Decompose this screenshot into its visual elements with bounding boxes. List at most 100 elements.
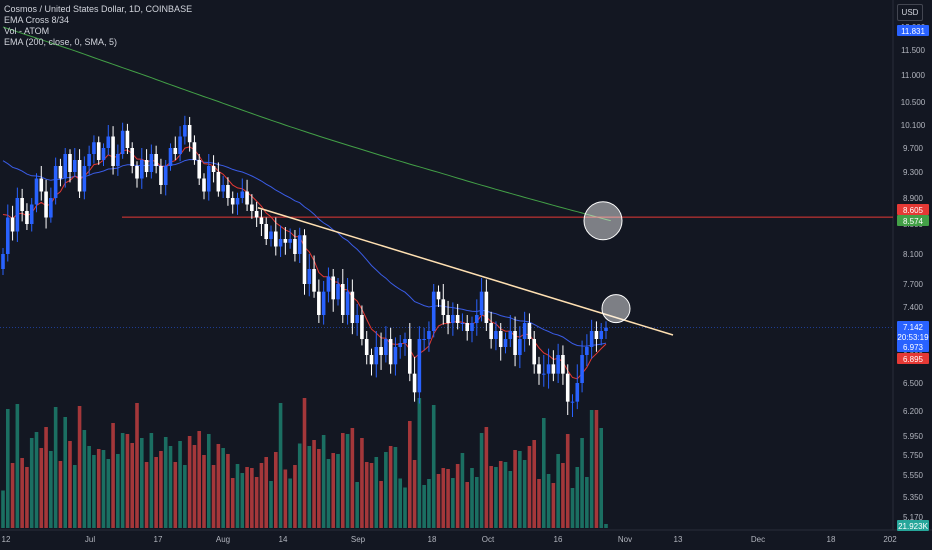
volume-bar — [77, 406, 82, 528]
volume-bar — [130, 443, 135, 528]
price-tick-label: 6.500 — [903, 379, 924, 388]
indicator-ema-200[interactable]: EMA (200, close, 0, SMA, 5) — [4, 37, 118, 47]
candle-body — [441, 299, 446, 315]
symbol-title[interactable]: Cosmos / United States Dollar, 1D, COINB… — [4, 4, 193, 14]
candle-body — [340, 284, 345, 315]
price-tick-label: 7.700 — [903, 280, 924, 289]
volume-bar — [384, 452, 388, 528]
candle-body — [211, 166, 216, 172]
candle-body — [379, 347, 383, 355]
candle-body — [240, 191, 245, 198]
candle-body — [465, 323, 470, 331]
volume-bar — [259, 463, 264, 528]
volume-bar — [269, 481, 273, 528]
volume-bar — [293, 465, 297, 528]
candle-body — [173, 148, 178, 154]
volume-bar — [58, 461, 63, 528]
time-tick-label: 18 — [428, 535, 437, 544]
candle-body — [350, 291, 355, 323]
chart-legend: Cosmos / United States Dollar, 1D, COINB… — [4, 4, 192, 48]
volume-bar — [532, 440, 537, 528]
volume-bar — [350, 428, 355, 528]
candle-body — [283, 239, 288, 243]
candle-body — [575, 383, 580, 402]
time-tick-label: Dec — [751, 535, 765, 544]
volume-bar — [221, 448, 225, 528]
candle-body — [159, 166, 163, 185]
volume-bar — [68, 441, 72, 528]
volume-bar — [498, 461, 503, 528]
price-tick-label: 5.950 — [903, 432, 924, 441]
candle-body — [230, 198, 235, 205]
volume-bar — [283, 469, 288, 528]
volume-bar — [278, 403, 283, 528]
volume-bar — [116, 454, 120, 528]
candle-body — [518, 339, 522, 355]
time-tick-label: 202 — [883, 535, 897, 544]
candle-body — [565, 373, 570, 402]
volume-bar — [422, 485, 426, 528]
candle-body — [293, 239, 297, 254]
volume-bar — [154, 457, 158, 528]
price-tick-label: 7.400 — [903, 303, 924, 312]
volume-bar — [49, 451, 53, 528]
candle-body — [29, 204, 34, 224]
candle-body — [470, 323, 474, 331]
volume-bar — [1, 490, 5, 528]
candle-body — [68, 154, 72, 172]
volume-bar — [518, 451, 522, 528]
volume-bar — [25, 467, 29, 528]
volume-bar — [527, 446, 532, 528]
indicator-volume[interactable]: Vol - ATOM — [4, 26, 50, 36]
volume-bar — [369, 463, 374, 528]
candle-body — [326, 276, 331, 292]
candle-body — [245, 191, 249, 205]
volume-bar — [178, 441, 182, 528]
candle-body — [178, 136, 182, 154]
candle-body — [427, 331, 431, 339]
candle-body — [163, 166, 168, 185]
volume-bar — [340, 433, 345, 528]
volume-bar — [460, 453, 465, 528]
candle-body — [58, 166, 63, 179]
price-tick-label: 6.200 — [903, 407, 924, 416]
volume-bar — [474, 477, 479, 528]
volume-bar — [489, 466, 493, 528]
candle-body — [116, 154, 120, 166]
price-tag-label: 11.831 — [901, 27, 925, 36]
candle-body — [498, 331, 503, 347]
price-tick-label: 8.100 — [903, 250, 924, 259]
price-tag-label: 20:53:19 — [897, 333, 929, 342]
volume-bar — [407, 421, 412, 528]
candle-body — [321, 291, 326, 315]
volume-bar — [230, 478, 235, 528]
candle-body — [513, 331, 517, 355]
currency-button[interactable]: USD — [897, 4, 923, 21]
volume-bar — [101, 450, 106, 528]
candle-body — [92, 142, 96, 154]
volume-bar — [216, 444, 221, 528]
candle-body — [336, 284, 340, 300]
volume-bar — [585, 477, 589, 528]
candle-body — [192, 142, 197, 160]
time-tick-label: 17 — [154, 535, 163, 544]
candle-body — [345, 291, 350, 315]
annotation-circle — [601, 294, 631, 324]
volume-bar — [321, 435, 326, 528]
indicator-ema-cross[interactable]: EMA Cross 8/34 — [4, 15, 70, 25]
candle-body — [288, 239, 292, 243]
candle-body — [508, 331, 513, 339]
candle-body — [431, 291, 436, 331]
price-tick-label: 5.550 — [903, 471, 924, 480]
candle-body — [20, 198, 24, 211]
volume-bar — [551, 483, 556, 528]
candle-body — [264, 224, 269, 239]
candle-body — [556, 355, 560, 374]
time-tick-label: 14 — [279, 535, 288, 544]
volume-bar — [446, 469, 450, 528]
volume-bar — [183, 465, 187, 528]
price-tag-label: 6.973 — [903, 343, 924, 352]
candle-body — [403, 339, 407, 343]
volume-bar — [5, 409, 10, 528]
